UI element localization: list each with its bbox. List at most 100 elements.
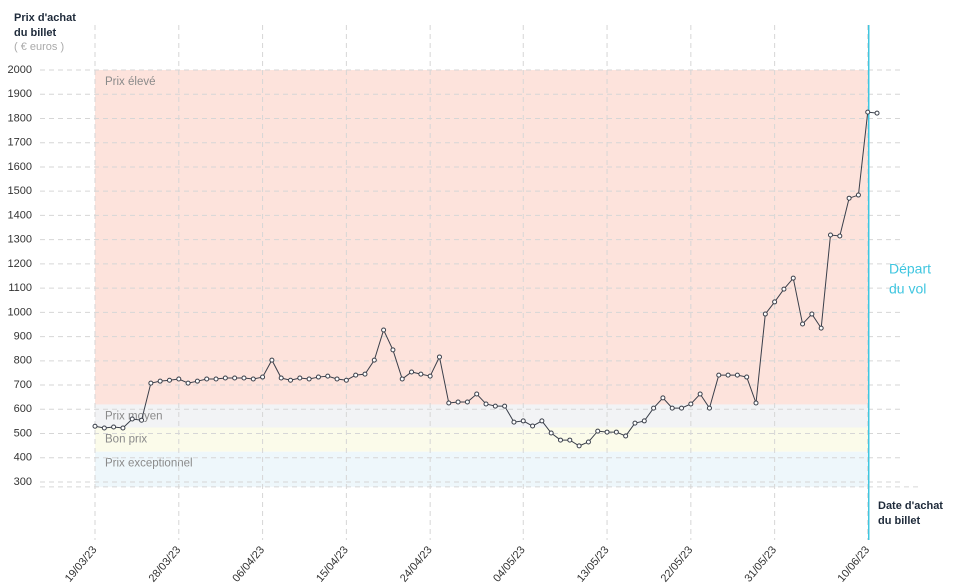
y-tick-label: 1500 (8, 185, 32, 197)
price-point (511, 419, 517, 425)
price-point (111, 424, 117, 430)
y-tick-label: 400 (14, 452, 32, 464)
x-tick-label: 13/05/23 (575, 544, 612, 585)
price-point (278, 375, 284, 381)
x-tick-label: 06/04/23 (230, 544, 267, 585)
price-point (399, 376, 405, 382)
x-tick-label: 10/06/23 (836, 544, 873, 585)
price-point (530, 423, 536, 429)
x-axis-title: du billet (878, 515, 921, 527)
price-point (865, 109, 871, 115)
price-point (222, 375, 228, 381)
y-axis-title: du billet (14, 27, 57, 39)
price-point (204, 376, 210, 382)
price-point (744, 374, 750, 380)
x-tick-label: 19/03/23 (63, 544, 100, 585)
price-point (371, 357, 377, 363)
y-axis-unit: ( € euros ) (14, 41, 64, 53)
price-band (95, 70, 869, 405)
x-tick-label: 15/04/23 (314, 544, 351, 585)
price-point (539, 418, 545, 424)
price-point (409, 369, 415, 375)
y-tick-label: 1800 (8, 112, 32, 124)
price-point (632, 420, 638, 426)
price-point (772, 299, 778, 305)
price-point (604, 429, 610, 435)
price-point (818, 325, 824, 331)
price-point (297, 375, 303, 381)
price-point (185, 380, 191, 386)
price-point (315, 374, 321, 380)
price-point (269, 357, 275, 363)
price-point (502, 403, 508, 409)
price-point (260, 374, 266, 380)
price-point (762, 311, 768, 317)
price-point (688, 401, 694, 407)
price-point (846, 195, 852, 201)
y-tick-label: 900 (14, 330, 32, 342)
price-point (623, 433, 629, 439)
band-label: Prix exceptionnel (105, 458, 193, 470)
price-point (464, 399, 470, 405)
price-point (548, 430, 554, 436)
price-point (585, 439, 591, 445)
price-point (139, 417, 145, 423)
price-point (343, 377, 349, 383)
price-point (101, 425, 107, 431)
y-tick-label: 1000 (8, 306, 32, 318)
price-point (176, 376, 182, 382)
price-point (669, 405, 675, 411)
band-label: Bon prix (105, 434, 147, 446)
price-point (827, 232, 833, 238)
price-point (706, 405, 712, 411)
price-point (353, 372, 359, 378)
y-tick-label: 1600 (8, 161, 32, 173)
price-point (148, 380, 154, 386)
price-point (325, 373, 331, 379)
y-tick-label: 600 (14, 403, 32, 415)
x-tick-label: 22/05/23 (659, 544, 696, 585)
price-point (232, 375, 238, 381)
x-tick-label: 28/03/23 (147, 544, 184, 585)
price-point (334, 376, 340, 382)
price-point (567, 437, 573, 443)
price-point (436, 354, 442, 360)
price-point (306, 376, 312, 382)
price-point (651, 405, 657, 411)
price-point (576, 443, 582, 449)
y-tick-label: 700 (14, 379, 32, 391)
y-tick-label: 1400 (8, 209, 32, 221)
x-tick-label: 24/04/23 (398, 544, 435, 585)
price-point (288, 377, 294, 383)
price-point (800, 321, 806, 327)
y-tick-label: 1200 (8, 258, 32, 270)
price-point (213, 376, 219, 382)
price-point (474, 391, 480, 397)
price-point (613, 429, 619, 435)
price-point (641, 418, 647, 424)
price-point (250, 376, 256, 382)
price-point (874, 110, 880, 116)
departure-label: Départ (889, 261, 931, 277)
price-point (129, 416, 135, 422)
y-tick-label: 2000 (8, 64, 32, 76)
price-point (716, 372, 722, 378)
x-axis-title: Date d'achat (878, 500, 943, 512)
price-point (362, 371, 368, 377)
price-point (92, 423, 98, 429)
price-point (194, 378, 200, 384)
price-point (157, 378, 163, 384)
x-tick-label: 31/05/23 (742, 544, 779, 585)
price-point (166, 377, 172, 383)
price-point (679, 405, 685, 411)
y-tick-label: 1900 (8, 88, 32, 100)
y-tick-label: 1700 (8, 137, 32, 149)
price-point (241, 375, 247, 381)
price-point (492, 403, 498, 409)
price-point (855, 192, 861, 198)
price-point (390, 347, 396, 353)
price-point (520, 418, 526, 424)
band-label: Prix élevé (105, 76, 156, 88)
price-point (697, 391, 703, 397)
y-tick-label: 1100 (8, 282, 32, 294)
